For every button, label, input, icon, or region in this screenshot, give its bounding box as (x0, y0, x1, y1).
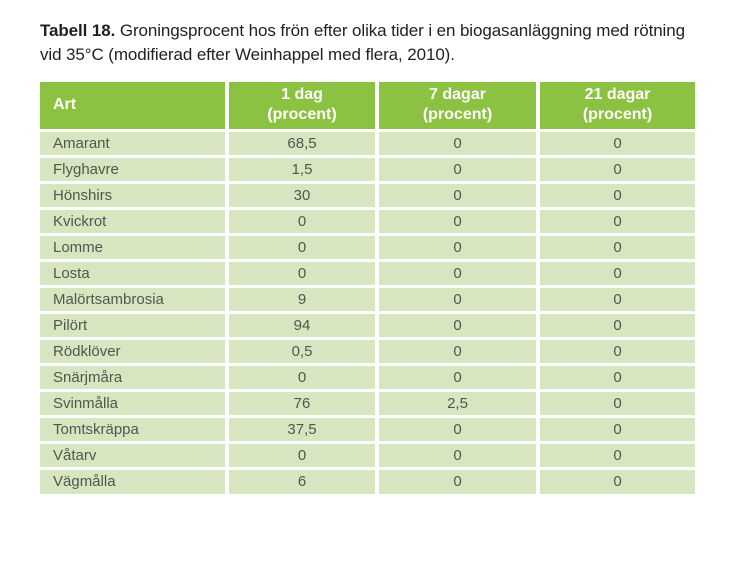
cell-21dagar: 0 (538, 338, 695, 366)
table-row: Pilört 94 0 0 (40, 312, 695, 340)
cell-21dagar: 0 (538, 442, 695, 470)
cell-7dagar: 0 (377, 156, 540, 184)
cell-art: Hönshirs (40, 182, 229, 210)
table-row: Flyghavre 1,5 0 0 (40, 156, 695, 184)
col-header-21dagar-label: 21 dagar (584, 86, 651, 104)
table-body: Amarant 68,5 0 0 Flyghavre 1,5 0 0 Hönsh… (40, 130, 695, 494)
cell-7dagar: 0 (377, 442, 540, 470)
germination-table: Art 1 dag (procent) 7 dagar (procent) 21… (40, 82, 695, 494)
cell-7dagar: 0 (377, 286, 540, 314)
cell-1dag: 37,5 (227, 416, 379, 444)
cell-7dagar: 0 (377, 208, 540, 236)
table-row: Kvickrot 0 0 0 (40, 208, 695, 236)
cell-7dagar: 0 (377, 364, 540, 392)
col-header-21dagar: 21 dagar (procent) (538, 82, 695, 132)
cell-21dagar: 0 (538, 416, 695, 444)
table-row: Malörtsambrosia 9 0 0 (40, 286, 695, 314)
cell-1dag: 68,5 (227, 130, 379, 158)
cell-art: Svinmålla (40, 390, 229, 418)
cell-1dag: 0,5 (227, 338, 379, 366)
cell-21dagar: 0 (538, 208, 695, 236)
cell-7dagar: 0 (377, 260, 540, 288)
cell-7dagar: 0 (377, 234, 540, 262)
cell-art: Malörtsambrosia (40, 286, 229, 314)
table-row: Tomtskräppa 37,5 0 0 (40, 416, 695, 444)
cell-7dagar: 0 (377, 338, 540, 366)
cell-7dagar: 0 (377, 468, 540, 494)
table-row: Losta 0 0 0 (40, 260, 695, 288)
cell-21dagar: 0 (538, 286, 695, 314)
col-header-7dagar-label: 7 dagar (429, 86, 486, 104)
cell-art: Våtarv (40, 442, 229, 470)
table-row: Våtarv 0 0 0 (40, 442, 695, 470)
table-row: Snärjmåra 0 0 0 (40, 364, 695, 392)
cell-art: Snärjmåra (40, 364, 229, 392)
cell-21dagar: 0 (538, 390, 695, 418)
col-header-art: Art (40, 82, 229, 132)
cell-art: Vägmålla (40, 468, 229, 494)
cell-1dag: 1,5 (227, 156, 379, 184)
cell-7dagar: 0 (377, 416, 540, 444)
cell-7dagar: 2,5 (377, 390, 540, 418)
cell-21dagar: 0 (538, 156, 695, 184)
col-header-7dagar-sublabel: (procent) (422, 106, 493, 124)
cell-7dagar: 0 (377, 312, 540, 340)
cell-art: Amarant (40, 130, 229, 158)
cell-1dag: 6 (227, 468, 379, 494)
cell-7dagar: 0 (377, 182, 540, 210)
cell-1dag: 0 (227, 260, 379, 288)
header-row: Art 1 dag (procent) 7 dagar (procent) 21… (40, 82, 695, 132)
cell-21dagar: 0 (538, 364, 695, 392)
cell-1dag: 76 (227, 390, 379, 418)
cell-art: Rödklöver (40, 338, 229, 366)
table-row: Vägmålla 6 0 0 (40, 468, 695, 494)
cell-21dagar: 0 (538, 312, 695, 340)
cell-1dag: 0 (227, 442, 379, 470)
cell-7dagar: 0 (377, 130, 540, 158)
table-header: Art 1 dag (procent) 7 dagar (procent) 21… (40, 82, 695, 132)
table-caption-text: Groningsprocent hos frön efter olika tid… (40, 21, 685, 64)
col-header-1dag-label: 1 dag (281, 86, 323, 104)
cell-art: Lomme (40, 234, 229, 262)
cell-art: Flyghavre (40, 156, 229, 184)
cell-1dag: 0 (227, 208, 379, 236)
col-header-1dag: 1 dag (procent) (227, 82, 379, 132)
cell-1dag: 0 (227, 364, 379, 392)
cell-1dag: 9 (227, 286, 379, 314)
cell-21dagar: 0 (538, 260, 695, 288)
cell-1dag: 0 (227, 234, 379, 262)
col-header-21dagar-sublabel: (procent) (582, 106, 653, 124)
cell-21dagar: 0 (538, 234, 695, 262)
table-row: Amarant 68,5 0 0 (40, 130, 695, 158)
cell-art: Pilört (40, 312, 229, 340)
table-row: Rödklöver 0,5 0 0 (40, 338, 695, 366)
table-row: Svinmålla 76 2,5 0 (40, 390, 695, 418)
cell-21dagar: 0 (538, 468, 695, 494)
cell-21dagar: 0 (538, 130, 695, 158)
table-row: Hönshirs 30 0 0 (40, 182, 695, 210)
cell-1dag: 30 (227, 182, 379, 210)
cell-1dag: 94 (227, 312, 379, 340)
cell-art: Kvickrot (40, 208, 229, 236)
cell-art: Tomtskräppa (40, 416, 229, 444)
cell-art: Losta (40, 260, 229, 288)
table-row: Lomme 0 0 0 (40, 234, 695, 262)
table-caption-label: Tabell 18. (40, 21, 116, 40)
col-header-1dag-sublabel: (procent) (267, 106, 337, 124)
col-header-art-label: Art (53, 96, 77, 114)
col-header-7dagar: 7 dagar (procent) (377, 82, 540, 132)
table-caption: Tabell 18. Groningsprocent hos frön efte… (40, 19, 692, 67)
cell-21dagar: 0 (538, 182, 695, 210)
